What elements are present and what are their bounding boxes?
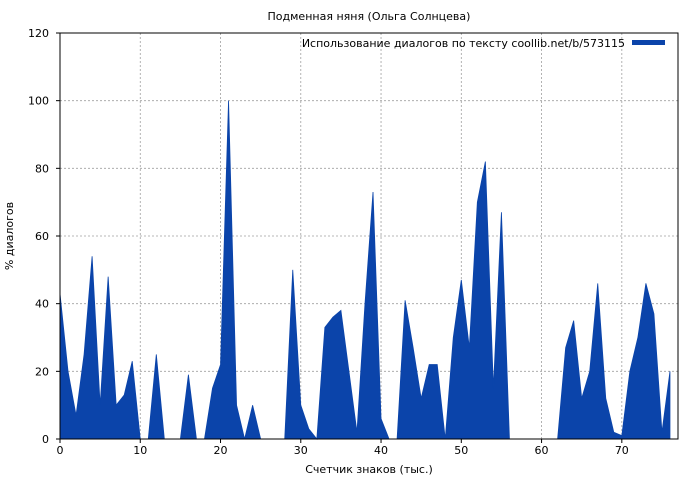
x-axis: 0 10 20 30 40 50 60 70 bbox=[57, 439, 629, 457]
y-tick-label: 0 bbox=[42, 433, 49, 446]
y-axis: 0 20 40 60 80 100 120 bbox=[28, 27, 60, 446]
x-tick-label: 70 bbox=[615, 444, 629, 457]
chart-title: Подменная няня (Ольга Солнцева) bbox=[268, 10, 471, 23]
y-tick-label: 60 bbox=[35, 230, 49, 243]
y-tick-label: 20 bbox=[35, 365, 49, 378]
legend: Использование диалогов по тексту coollib… bbox=[302, 37, 665, 50]
x-axis-label: Счетчик знаков (тыс.) bbox=[305, 463, 433, 476]
x-tick-label: 20 bbox=[214, 444, 228, 457]
x-tick-label: 10 bbox=[133, 444, 147, 457]
y-tick-label: 120 bbox=[28, 27, 49, 40]
x-tick-label: 0 bbox=[57, 444, 64, 457]
x-tick-label: 50 bbox=[454, 444, 468, 457]
series-area-path bbox=[59, 100, 671, 441]
legend-label: Использование диалогов по тексту coollib… bbox=[302, 37, 625, 50]
y-tick-label: 40 bbox=[35, 298, 49, 311]
series-area bbox=[59, 100, 671, 441]
x-tick-label: 40 bbox=[374, 444, 388, 457]
y-axis-label: % диалогов bbox=[3, 202, 16, 270]
x-tick-label: 60 bbox=[535, 444, 549, 457]
x-tick-label: 30 bbox=[294, 444, 308, 457]
y-tick-label: 80 bbox=[35, 162, 49, 175]
y-tick-label: 100 bbox=[28, 95, 49, 108]
legend-swatch bbox=[632, 40, 665, 45]
